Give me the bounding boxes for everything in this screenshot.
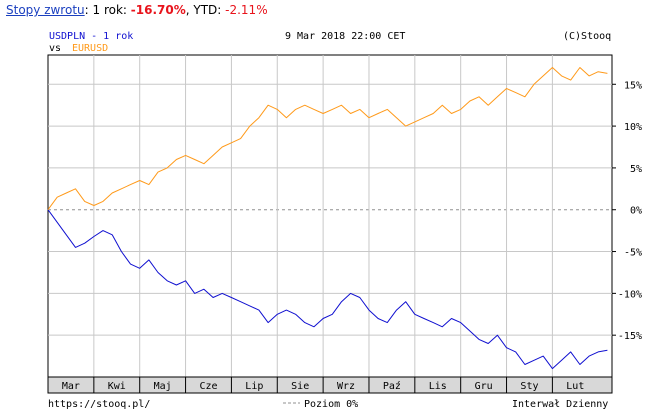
- x-tick-label: Kwi: [108, 381, 126, 392]
- x-tick-label: Gru: [475, 381, 493, 392]
- series-line-usdpln: [47, 209, 608, 370]
- y-axis: 15% 10% 5% 0% -5% -10% -15%: [612, 80, 642, 342]
- period-1y-value: -16.70%: [130, 3, 186, 17]
- period-ytd-label: , YTD:: [185, 3, 226, 17]
- primary-series-label: USDPLN - 1 rok: [49, 31, 133, 42]
- returns-summary: Stopy zwrotu: 1 rok: -16.70%, YTD: -2.11…: [6, 3, 268, 17]
- y-tick-label: 5%: [630, 164, 642, 175]
- y-tick-label: 0%: [630, 206, 642, 217]
- vs-prefix: vs: [49, 43, 61, 54]
- x-tick-label: Cze: [199, 381, 217, 392]
- y-tick-label: 15%: [624, 80, 642, 91]
- x-tick-label: Sty: [520, 381, 538, 392]
- plot-frame: [47, 54, 613, 378]
- grid: [48, 55, 612, 377]
- copyright: (C)Stooq: [563, 31, 611, 42]
- footer-interval: Interwał Dzienny: [512, 399, 608, 410]
- y-tick-label: -15%: [618, 331, 642, 342]
- x-tick-label: Lut: [566, 381, 584, 392]
- chart-date: 9 Mar 2018 22:00 CET: [285, 31, 405, 42]
- x-tick-label: Maj: [154, 381, 172, 392]
- y-tick-label: 10%: [624, 122, 642, 133]
- x-tick-label: Mar: [62, 381, 80, 392]
- y-tick-label: -5%: [624, 248, 642, 259]
- footer-zero-level: Poziom 0%: [304, 399, 358, 410]
- x-tick-label: Paź: [383, 380, 401, 392]
- returns-link[interactable]: Stopy zwrotu: [6, 3, 85, 17]
- period-ytd-value: -2.11%: [225, 3, 268, 17]
- x-tick-label: Wrz: [337, 381, 355, 392]
- series-group: [47, 67, 608, 370]
- footer-url[interactable]: https://stooq.pl/: [48, 399, 150, 410]
- y-tick-label: -10%: [618, 289, 642, 300]
- series-line-eurusd: [47, 67, 608, 210]
- returns-separator: :: [84, 3, 89, 17]
- compare-series-label: EURUSD: [72, 43, 108, 54]
- x-axis: Mar Kwi Maj Cze Lip Sie Wrz Paź Lis Gru Sty Lut: [47, 377, 584, 393]
- x-tick-label: Lis: [429, 381, 447, 392]
- x-tick-label: Lip: [245, 381, 263, 392]
- period-1y-label: 1 rok:: [88, 3, 131, 17]
- x-tick-label: Sie: [291, 381, 309, 392]
